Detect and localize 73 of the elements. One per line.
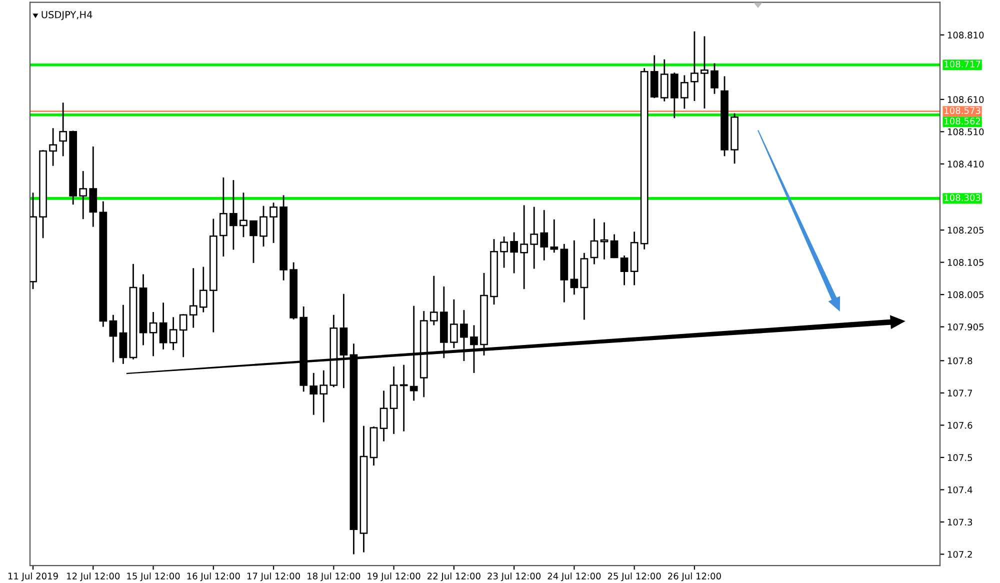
ref-line-label: 108.562: [944, 118, 980, 124]
candlestick: [179, 314, 188, 358]
y-tick-label: 108.410: [948, 160, 984, 168]
x-tick-label: 24 Jul 12:00: [548, 572, 601, 582]
candlestick: [199, 266, 208, 313]
candlestick: [700, 36, 708, 110]
x-tick-label: 22 Jul 12:00: [428, 572, 480, 582]
x-tick-label: 12 Jul 12:00: [67, 572, 120, 582]
x-tick-label: 15 Jul 12:00: [127, 572, 180, 582]
candlestick: [219, 176, 228, 258]
candlestick: [660, 58, 668, 102]
candlestick: [550, 218, 558, 254]
candlestick: [600, 222, 608, 260]
candlestick: [149, 311, 158, 357]
candlestick: [49, 127, 57, 167]
x-tick-label: 17 Jul 12:00: [247, 572, 300, 582]
candlestick: [109, 314, 118, 363]
y-tick-label: 107.8: [948, 357, 972, 364]
y-tick-label: 107.2: [948, 550, 972, 558]
y-tick-label: 107.5: [948, 454, 972, 462]
candlestick: [530, 206, 538, 270]
candlestick: [260, 205, 268, 248]
x-tick-label: 18 Jul 12:00: [308, 572, 360, 582]
candlestick: [710, 62, 718, 95]
ref-line-label: 108.717: [944, 60, 980, 68]
y-tick-label: 108.205: [948, 226, 984, 234]
y-tick-label: 107.7: [948, 390, 972, 396]
y-tick-label: 107.6: [948, 422, 972, 429]
candlestick: [400, 364, 408, 432]
candlestick: [570, 240, 578, 296]
candlestick: [620, 254, 628, 286]
x-tick-label: 23 Jul 12:00: [488, 572, 541, 582]
candlestick: [520, 204, 528, 290]
x-tick-label: 25 Jul 12:00: [608, 572, 661, 582]
candlestick: [690, 30, 698, 102]
y-tick-label: 108.810: [948, 32, 984, 38]
y-tick-label: 108.105: [948, 259, 984, 266]
candlestick: [240, 192, 248, 238]
x-tick-label: 26 Jul 12:00: [668, 572, 721, 582]
candlestick: [680, 74, 688, 110]
candlestick: [89, 146, 98, 228]
candlestick: [450, 298, 458, 349]
candlestick: [610, 234, 618, 259]
y-tick-label: 107.3: [948, 518, 972, 526]
candlestick: [310, 372, 318, 416]
y-tick-label: 108.510: [948, 128, 984, 136]
candlestick: [250, 220, 258, 264]
x-tick-label: 19 Jul 12:00: [368, 572, 420, 582]
text: USDJPY,H4: [42, 10, 92, 20]
ref-line-label: 108.573: [944, 107, 980, 114]
candlestick: [500, 236, 508, 268]
y-tick-label: 108.610: [948, 96, 984, 103]
candlestick: [59, 102, 68, 157]
ref-line-label: 108.303: [944, 194, 980, 202]
candlestick: [670, 72, 678, 119]
candlestick: [540, 209, 548, 262]
candlestick: [590, 218, 598, 265]
candlestick: [79, 170, 88, 220]
candlestick: [380, 390, 388, 442]
candlestick: [320, 370, 328, 423]
x-tick-label: 16 Jul 12:00: [187, 572, 240, 582]
candlestick: [169, 316, 178, 351]
candlestick: [430, 275, 438, 326]
y-tick-label: 108.005: [948, 291, 984, 298]
y-tick-label: 107.4: [948, 486, 972, 494]
x-tick-label: 11 Jul 2019: [8, 572, 58, 582]
y-tick-label: 107.905: [948, 324, 984, 330]
candlestick: [189, 267, 198, 328]
candlestick: [159, 302, 168, 350]
candlestick: [270, 202, 278, 244]
candlestick: [510, 232, 518, 274]
candlestick: [390, 366, 398, 435]
candlestick: [230, 179, 238, 250]
